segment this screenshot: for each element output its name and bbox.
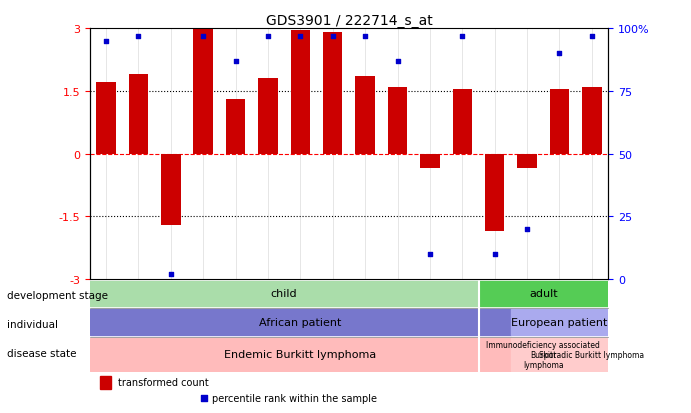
Bar [550,90,569,154]
Bar [96,83,116,154]
Point [424,251,435,258]
Bar [453,90,472,154]
Point [554,51,565,57]
Bar [388,88,407,154]
Bar [511,309,608,335]
Bar [161,154,180,225]
Point [392,58,403,65]
Point [133,33,144,40]
Text: African patient: African patient [259,318,341,328]
Bar [129,75,148,154]
Bar [90,339,511,371]
Text: percentile rank within the sample: percentile rank within the sample [211,393,377,403]
Bar [355,77,375,154]
Text: Immunodeficiency associated
Burkitt
lymphoma: Immunodeficiency associated Burkitt lymp… [486,340,600,370]
Text: Endemic Burkitt lymphoma: Endemic Burkitt lymphoma [225,350,377,360]
Point [295,33,306,40]
Point [359,33,370,40]
Bar [576,339,608,371]
Bar [518,154,537,169]
Title: GDS3901 / 222714_s_at: GDS3901 / 222714_s_at [265,14,433,28]
Text: European patient: European patient [511,318,607,328]
Text: transformed count: transformed count [118,377,209,387]
Bar [226,100,245,154]
Text: development stage: development stage [7,290,108,300]
Point [230,58,241,65]
Bar [291,31,310,154]
Bar [258,79,278,154]
Bar [193,29,213,154]
Point [489,251,500,258]
Text: adult: adult [529,289,558,299]
Text: individual: individual [7,319,58,329]
Text: disease state: disease state [7,348,77,358]
Point [328,33,339,40]
Bar [90,281,478,307]
Point [587,33,598,40]
Bar [90,309,511,335]
Point [263,33,274,40]
Point [522,226,533,233]
Point [198,33,209,40]
Bar [478,281,608,307]
Point [165,271,176,278]
Bar [485,154,504,231]
Point [100,38,111,45]
Text: Sporadic Burkitt lymphoma: Sporadic Burkitt lymphoma [539,350,645,359]
Point [457,33,468,40]
Bar [100,376,111,389]
Bar [511,339,576,371]
Text: child: child [271,289,298,299]
Point [198,395,209,401]
Bar [323,33,343,154]
Bar [420,154,439,169]
Bar [582,88,602,154]
